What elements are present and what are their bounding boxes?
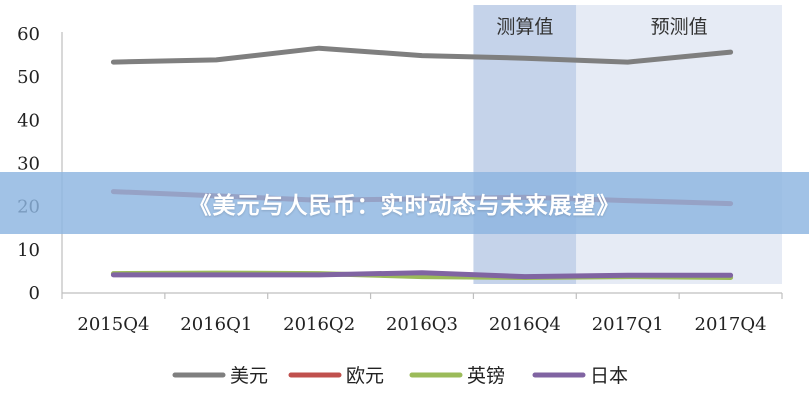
legend-label-2: 英镑	[467, 365, 505, 387]
shaded-region-label-0: 测算值	[496, 16, 553, 38]
x-tick-label: 2016Q1	[180, 314, 252, 335]
shaded-regions: 测算值 预测值	[473, 5, 782, 284]
y-tick-label: 50	[17, 67, 40, 88]
x-axis: 2015Q4 2016Q1 2016Q2 2016Q3 2016Q4 2017Q1 2017…	[61, 292, 783, 335]
series-line-3	[110, 270, 734, 280]
legend-label-3: 日本	[590, 365, 628, 387]
y-tick-label: 60	[17, 24, 40, 45]
legend-label-0: 美元	[230, 365, 268, 387]
banner-title: 《美元与人民币：实时动态与未来展望》	[188, 193, 621, 219]
shaded-region-0	[473, 5, 577, 284]
title-banner: 《美元与人民币：实时动态与未来展望》	[0, 172, 809, 234]
y-tick-label: 10	[17, 240, 40, 261]
x-tick-label: 2016Q3	[386, 314, 458, 335]
shaded-region-1	[576, 5, 782, 284]
series-line-0	[110, 45, 734, 65]
y-axis: 0102030405060	[17, 24, 63, 304]
y-tick-label: 0	[29, 283, 40, 304]
shaded-region-label-1: 预测值	[651, 16, 708, 38]
x-tick-label: 2016Q4	[489, 314, 561, 335]
y-tick-label: 40	[17, 110, 40, 131]
legend-label-1: 欧元	[346, 365, 384, 387]
x-tick-label: 2015Q4	[77, 314, 149, 335]
x-tick-label: 2017Q1	[592, 314, 664, 335]
x-tick-label: 2017Q4	[695, 314, 767, 335]
y-tick-label: 30	[17, 154, 40, 175]
x-tick-label: 2016Q2	[283, 314, 355, 335]
legend: 美元 欧元 英镑 日本	[172, 365, 628, 387]
